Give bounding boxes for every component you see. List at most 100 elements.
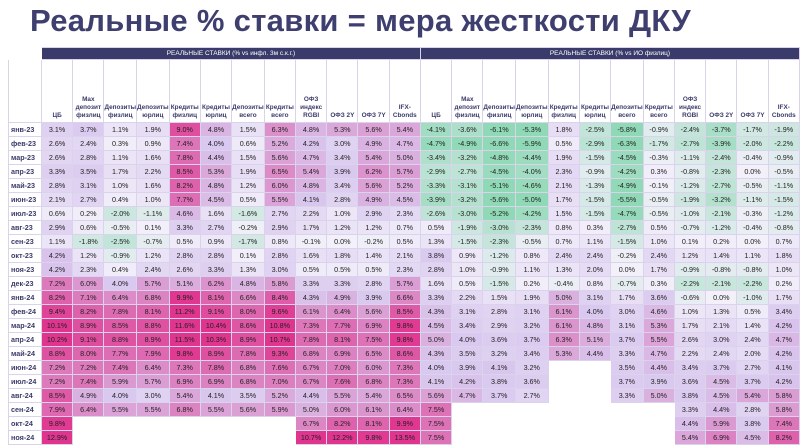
rate-cell: 7.5% bbox=[419, 430, 453, 445]
page-title: Реальные % ставки = мера жесткости ДКУ bbox=[30, 3, 691, 38]
rate-cell: 1.2% bbox=[136, 248, 170, 263]
rate-cell: 5.3% bbox=[199, 164, 233, 179]
rate-cell: 7.5% bbox=[419, 402, 453, 417]
rate-cell: -1.2% bbox=[767, 206, 800, 221]
rate-cell: 6.0% bbox=[326, 402, 359, 417]
rate-cell: -0.6% bbox=[673, 290, 707, 305]
empty-cell bbox=[199, 416, 233, 431]
rate-cell: 2.8% bbox=[199, 248, 233, 263]
rate-cell: 9.8% bbox=[168, 346, 201, 361]
rate-cell: 3.7% bbox=[736, 374, 769, 389]
rate-cell: -1.1% bbox=[736, 192, 769, 207]
rate-cell: 5.6% bbox=[357, 304, 390, 319]
empty-cell bbox=[547, 388, 580, 403]
rate-cell: 1.3% bbox=[705, 304, 738, 319]
rate-cell: 5.4% bbox=[357, 150, 390, 165]
rate-cell: 3.0% bbox=[705, 332, 738, 347]
rate-cell: 1.6% bbox=[136, 150, 170, 165]
rate-cell: 0.1% bbox=[231, 248, 265, 263]
rate-cell: 3.3% bbox=[673, 402, 707, 417]
group-header-right: РЕАЛЬНЫЕ СТАВКИ (% vs ИО физлиц) bbox=[419, 47, 800, 60]
rate-cell: 4.5% bbox=[705, 388, 738, 403]
rate-cell: -2.9% bbox=[578, 136, 612, 151]
rate-cell: 1.5% bbox=[231, 122, 265, 137]
rate-cell: 2.3% bbox=[547, 164, 580, 179]
rate-cell: 8.2% bbox=[72, 304, 105, 319]
rate-cell: 2.4% bbox=[705, 346, 738, 361]
rate-cell: 6.2% bbox=[199, 276, 233, 291]
rate-cell: 1.8% bbox=[326, 248, 359, 263]
rate-cell: 4.4% bbox=[705, 402, 738, 417]
rate-cell: 2.4% bbox=[642, 248, 675, 263]
rate-cell: 6.8% bbox=[357, 374, 390, 389]
rate-cell: 2.8% bbox=[326, 192, 359, 207]
rate-cell: -3.2% bbox=[451, 150, 484, 165]
rate-cell: 2.2% bbox=[673, 346, 707, 361]
rate-cell: 1.6% bbox=[136, 178, 170, 193]
table-row: фев-24 9.4% 8.2% 7.8% 8.1% 11.2% 9.1% 8.0% 9.6% 6… bbox=[8, 304, 800, 319]
rate-cell: -1.2% bbox=[673, 178, 707, 193]
rate-cell: 3.3% bbox=[199, 262, 233, 277]
rate-cell: 4.8% bbox=[578, 318, 612, 333]
rate-cell: -2.7% bbox=[705, 178, 738, 193]
table-row: авг-23 2.9% 0.6% -0.5% 0.1% 3.3% 2.7% -0.2% 2.9%… bbox=[8, 220, 800, 235]
rate-cell: -5.2% bbox=[482, 206, 516, 221]
rate-cell: 7.8% bbox=[294, 332, 328, 347]
rate-cell: 5.2% bbox=[263, 136, 297, 151]
rate-cell: 0.5% bbox=[451, 276, 484, 291]
rate-cell: 5.6% bbox=[357, 178, 390, 193]
col-header-right-4: Кредиты физлиц bbox=[547, 59, 580, 123]
rate-cell: -3.7% bbox=[705, 122, 738, 137]
rate-cell: 5.6% bbox=[419, 388, 453, 403]
rate-cell: -2.0% bbox=[736, 136, 769, 151]
rate-cell: 2.7% bbox=[514, 388, 549, 403]
row-date: авг-23 bbox=[8, 220, 42, 235]
rate-cell: 5.1% bbox=[578, 332, 612, 347]
rate-cell: 0.6% bbox=[40, 206, 74, 221]
rate-cell: 6.4% bbox=[326, 304, 359, 319]
col-header-left-8: ОФЗ индекс RGBI bbox=[294, 59, 328, 123]
rate-cell: 5.3% bbox=[326, 122, 359, 137]
rate-cell: 8.0% bbox=[72, 346, 105, 361]
rate-cell: 7.4% bbox=[168, 136, 201, 151]
rate-cell: 1.1% bbox=[736, 248, 769, 263]
rate-cell: 2.8% bbox=[736, 402, 769, 417]
rate-cell: 3.5% bbox=[451, 346, 484, 361]
rate-cell: 0.3% bbox=[103, 136, 138, 151]
rate-cell: -1.9% bbox=[451, 220, 484, 235]
rate-cell: 3.7% bbox=[72, 122, 105, 137]
rate-cell: 5.3% bbox=[642, 318, 675, 333]
rate-cell: 2.1% bbox=[40, 192, 74, 207]
rate-cell: 0.5% bbox=[736, 304, 769, 319]
rate-cell: 0.0% bbox=[736, 234, 769, 249]
rate-cell: 3.8% bbox=[482, 374, 516, 389]
rate-cell: 8.4% bbox=[263, 290, 297, 305]
rate-cell: 0.5% bbox=[294, 262, 328, 277]
empty-cell bbox=[578, 388, 612, 403]
rate-cell: 5.8% bbox=[263, 276, 297, 291]
rate-cell: 4.5% bbox=[705, 374, 738, 389]
rate-cell: -1.1% bbox=[673, 150, 707, 165]
rate-cell: 3.0% bbox=[610, 304, 644, 319]
rate-cell: 8.5% bbox=[168, 164, 201, 179]
rate-cell: 9.6% bbox=[263, 304, 297, 319]
col-header-left-0: ЦБ bbox=[40, 59, 74, 123]
rate-cell: -3.2% bbox=[705, 192, 738, 207]
table-row: окт-23 4.2% 1.2% -0.9% 1.2% 2.8% 2.8% 0.1% 2.8% 1… bbox=[8, 248, 800, 263]
rate-cell: 2.4% bbox=[72, 136, 105, 151]
rate-cell: 8.1% bbox=[357, 416, 390, 431]
rate-cell: 1.0% bbox=[767, 262, 800, 277]
rate-cell: 1.7% bbox=[294, 220, 328, 235]
rate-cell: 0.0% bbox=[705, 290, 738, 305]
rate-cell: -4.2% bbox=[514, 206, 549, 221]
rate-cell: 0.5% bbox=[231, 192, 265, 207]
rate-cell: 2.7% bbox=[72, 192, 105, 207]
rate-cell: 10.3% bbox=[199, 332, 233, 347]
rate-cell: 3.9% bbox=[451, 360, 484, 375]
empty-cell bbox=[578, 360, 612, 375]
rate-cell: 3.1% bbox=[514, 304, 549, 319]
rate-cell: -0.2% bbox=[231, 220, 265, 235]
rate-cell: 4.9% bbox=[326, 290, 359, 305]
rate-cell: 4.5% bbox=[388, 192, 421, 207]
rate-cell: -0.9% bbox=[673, 262, 707, 277]
